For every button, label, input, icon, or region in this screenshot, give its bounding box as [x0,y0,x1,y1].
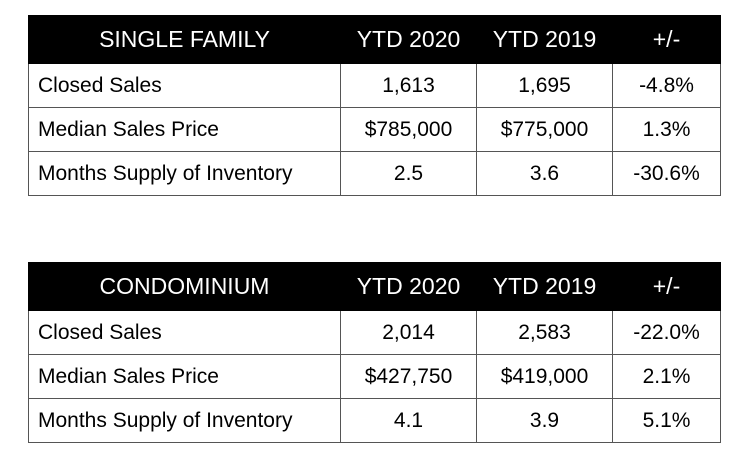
table-row: Median Sales Price $785,000 $775,000 1.3… [28,107,721,152]
cell-ytd-2020: 2,014 [340,310,477,355]
row-label: Months Supply of Inventory [28,398,341,443]
cell-ytd-2020: 2.5 [340,151,477,196]
header-row: SINGLE FAMILY YTD 2020 YTD 2019 +/- [28,15,721,64]
section-title: CONDOMINIUM [28,262,341,311]
table-row: Closed Sales 2,014 2,583 -22.0% [28,310,721,355]
table-row: Median Sales Price $427,750 $419,000 2.1… [28,354,721,399]
cell-ytd-2020: $785,000 [340,107,477,152]
column-header-change: +/- [612,15,721,64]
header-row: CONDOMINIUM YTD 2020 YTD 2019 +/- [28,262,721,311]
row-label: Closed Sales [28,63,341,108]
cell-change: 1.3% [612,107,721,152]
cell-ytd-2019: 3.6 [476,151,613,196]
column-header-ytd-2019: YTD 2019 [476,15,613,64]
condominium-table: CONDOMINIUM YTD 2020 YTD 2019 +/- Closed… [28,262,721,443]
row-label: Months Supply of Inventory [28,151,341,196]
cell-change: -4.8% [612,63,721,108]
table-row: Closed Sales 1,613 1,695 -4.8% [28,63,721,108]
cell-ytd-2019: $419,000 [476,354,613,399]
cell-ytd-2020: 1,613 [340,63,477,108]
table-row: Months Supply of Inventory 4.1 3.9 5.1% [28,398,721,443]
row-label: Closed Sales [28,310,341,355]
cell-ytd-2019: 3.9 [476,398,613,443]
cell-ytd-2020: $427,750 [340,354,477,399]
table-row: Months Supply of Inventory 2.5 3.6 -30.6… [28,151,721,196]
cell-change: 5.1% [612,398,721,443]
section-title: SINGLE FAMILY [28,15,341,64]
cell-ytd-2019: 1,695 [476,63,613,108]
cell-ytd-2019: 2,583 [476,310,613,355]
cell-change: -30.6% [612,151,721,196]
column-header-ytd-2019: YTD 2019 [476,262,613,311]
cell-ytd-2020: 4.1 [340,398,477,443]
row-label: Median Sales Price [28,354,341,399]
single-family-table: SINGLE FAMILY YTD 2020 YTD 2019 +/- Clos… [28,15,721,196]
cell-change: -22.0% [612,310,721,355]
column-header-change: +/- [612,262,721,311]
cell-change: 2.1% [612,354,721,399]
column-header-ytd-2020: YTD 2020 [340,262,477,311]
row-label: Median Sales Price [28,107,341,152]
column-header-ytd-2020: YTD 2020 [340,15,477,64]
cell-ytd-2019: $775,000 [476,107,613,152]
